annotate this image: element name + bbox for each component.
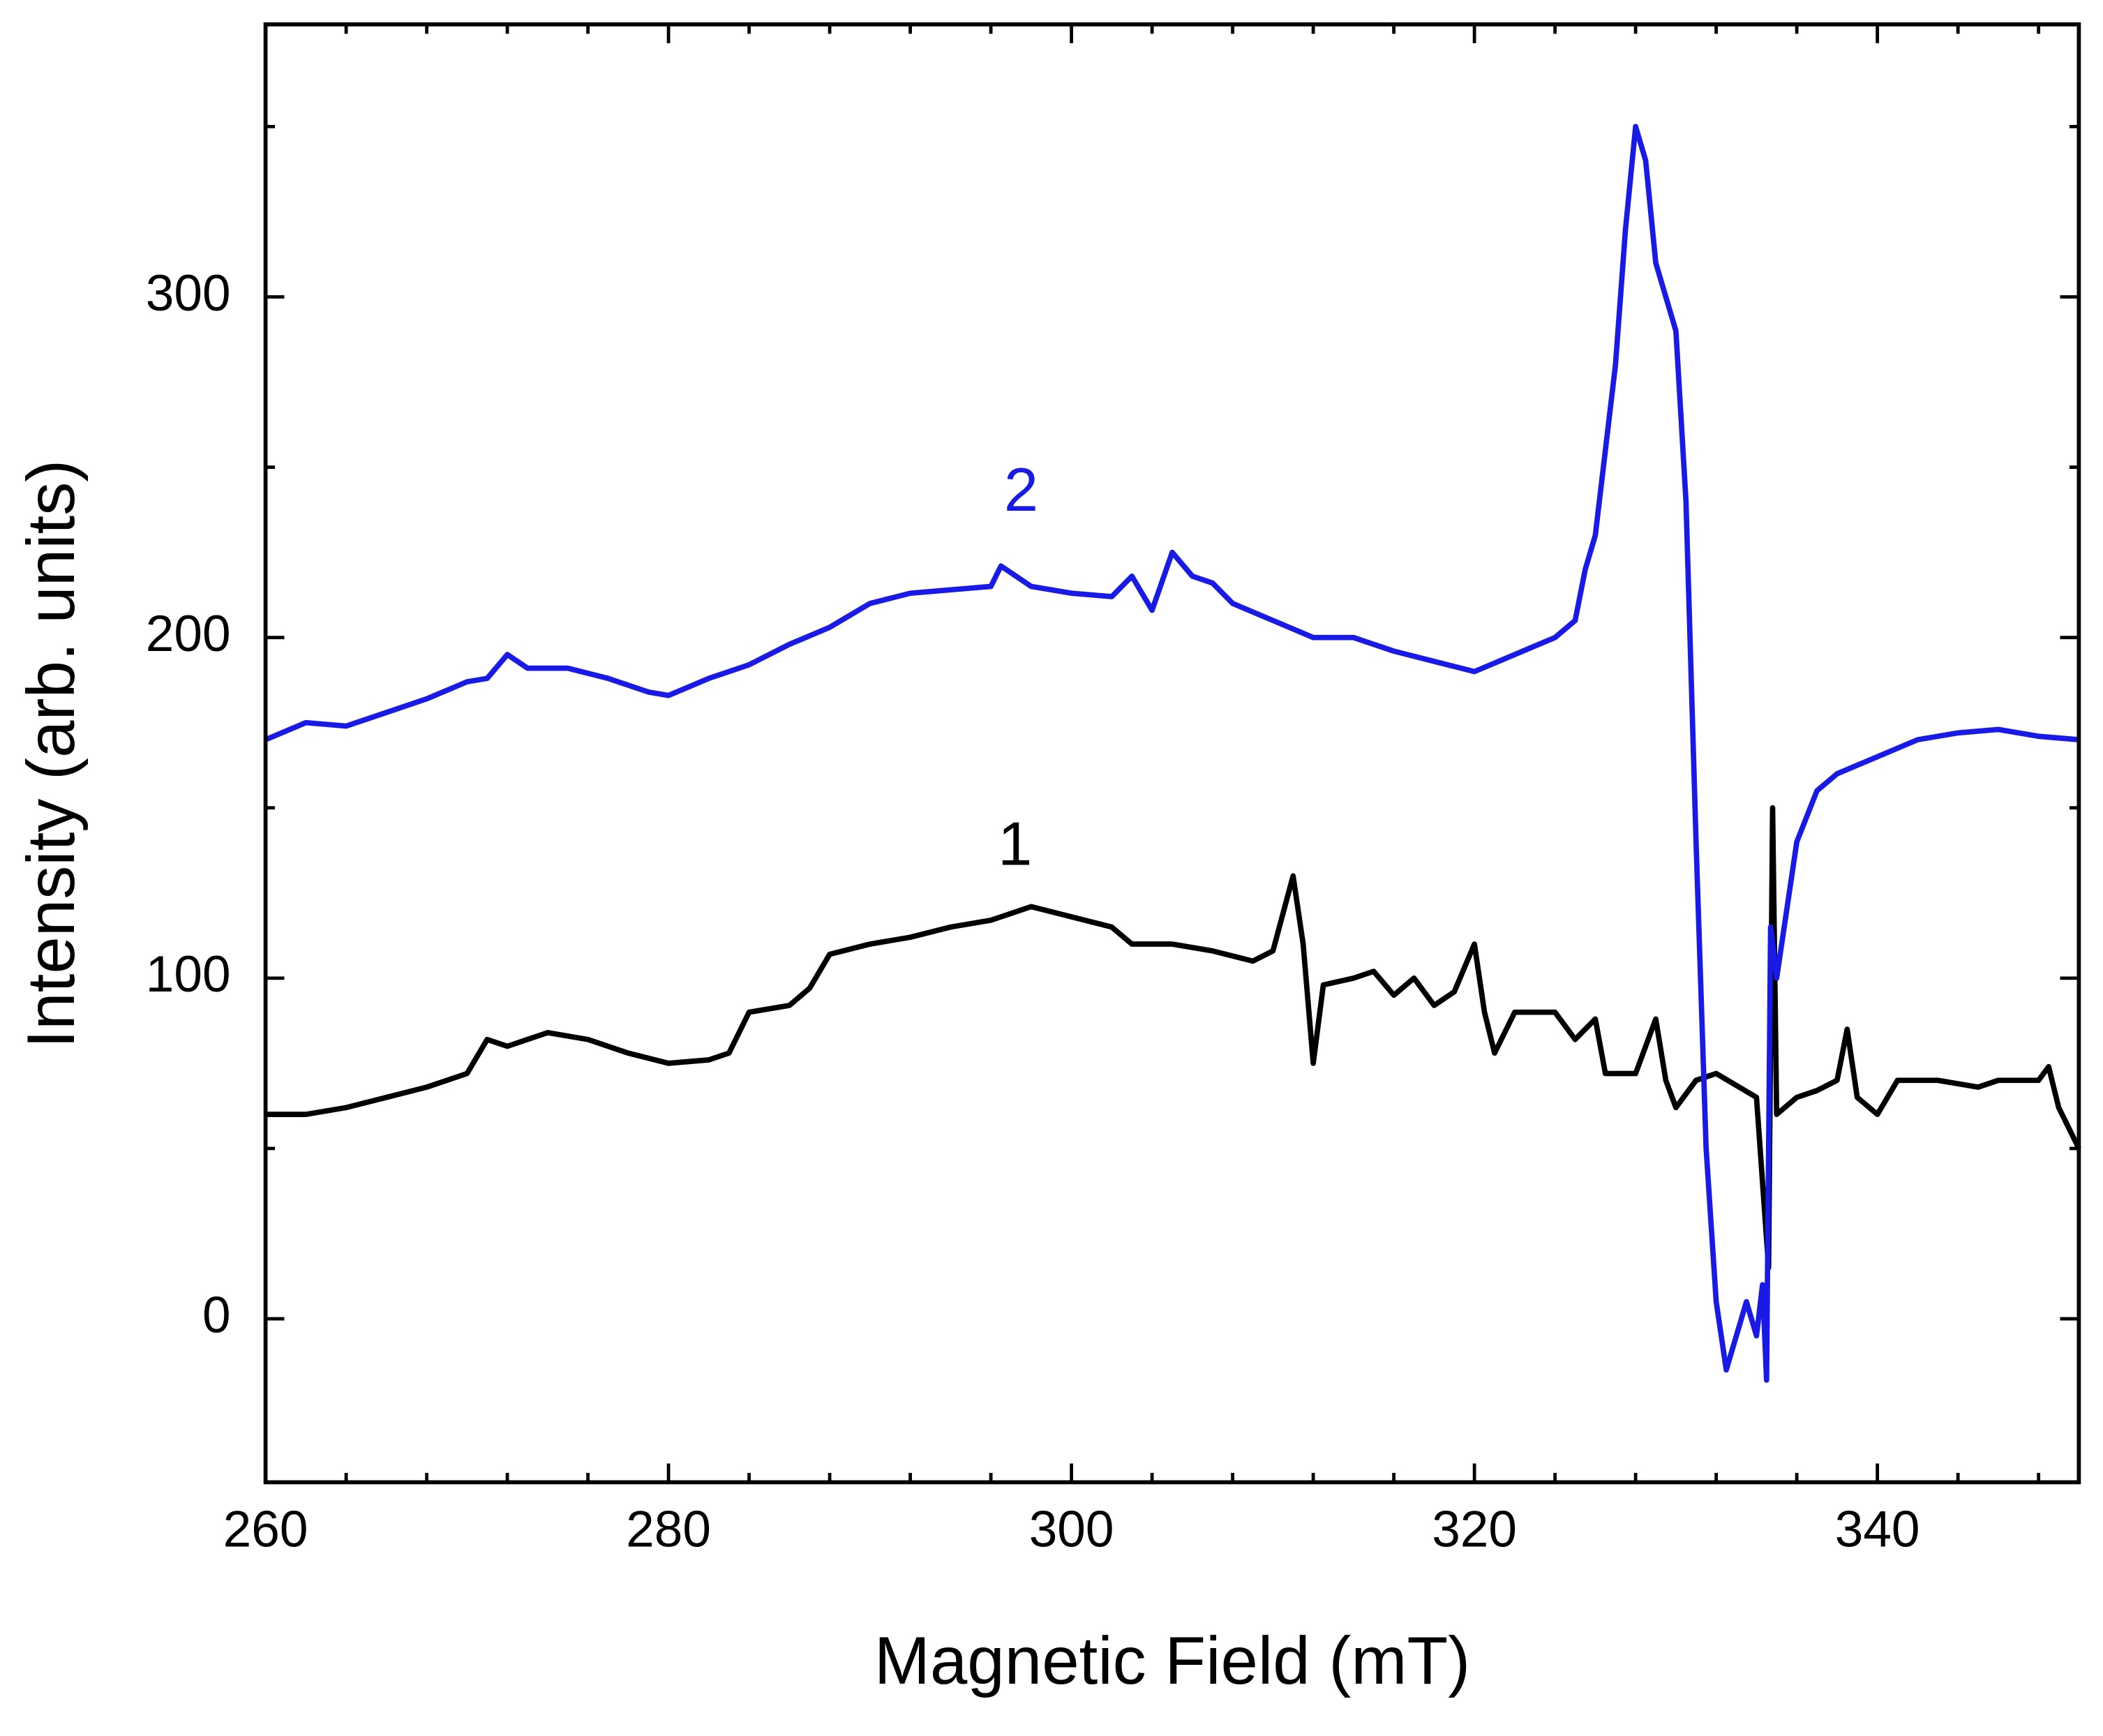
y-axis-title: Intensity (arb. units)	[14, 460, 89, 1049]
x-tick-label: 300	[1029, 1502, 1114, 1558]
y-tick-label: 0	[202, 1287, 231, 1343]
x-tick-label: 280	[626, 1502, 711, 1558]
x-tick-label: 340	[1835, 1502, 1920, 1558]
plot-frame	[263, 22, 2081, 1485]
x-axis-title: Magnetic Field (mT)	[874, 1624, 1470, 1698]
y-tick-label: 300	[146, 265, 231, 322]
curve-label: 2	[1004, 455, 1038, 524]
curve-label: 1	[998, 809, 1032, 878]
y-tick-label: 100	[146, 946, 231, 1003]
data-line	[264, 124, 2079, 1383]
y-tick-label: 200	[146, 606, 231, 662]
data-line	[265, 805, 2081, 1271]
x-tick-label: 260	[223, 1502, 308, 1558]
x-tick-label: 320	[1432, 1502, 1517, 1558]
